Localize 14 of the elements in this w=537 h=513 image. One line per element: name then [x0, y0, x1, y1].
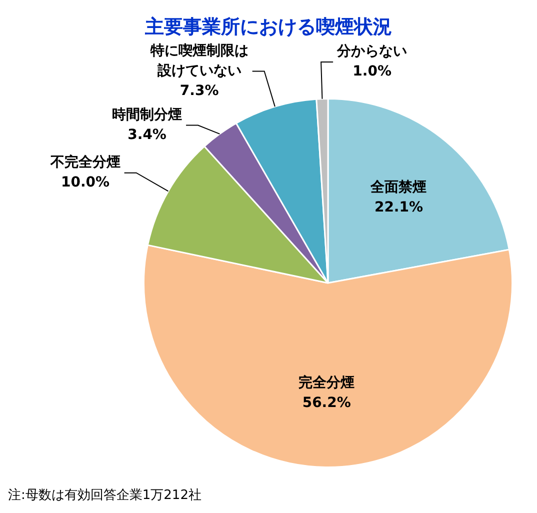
slice-label: 全面禁煙	[370, 180, 427, 196]
data-label: 10.0%	[61, 174, 110, 190]
data-label: 7.3%	[180, 82, 219, 99]
slice-label: 時間制分煙	[112, 106, 182, 123]
text: 注:母数は有効回答企業1万212社	[8, 487, 202, 504]
data-label: 56.2%	[302, 395, 351, 412]
slice-label: 分からない	[336, 44, 408, 60]
data-label: 22.1%	[374, 200, 424, 216]
data-label: 1.0%	[352, 64, 392, 80]
chart-title: 主要事業所における喫煙状況	[144, 15, 393, 40]
slice-label: 特に喫煙制限は設けていない	[149, 42, 248, 79]
slice-label: 不完全分煙	[49, 153, 120, 170]
data-label: 3.4%	[128, 126, 166, 143]
slice-label: 完全分煙	[298, 374, 355, 392]
